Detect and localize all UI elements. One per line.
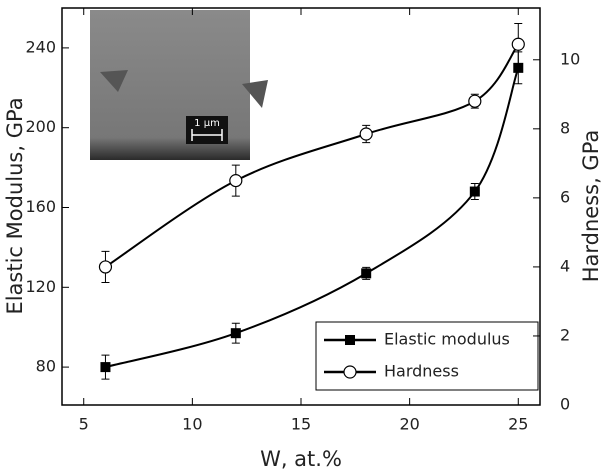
y2-tick-label: 8 — [560, 118, 570, 137]
y-tick-label: 160 — [25, 197, 56, 216]
x-tick-label: 10 — [182, 415, 202, 434]
y2-tick-label: 10 — [560, 49, 580, 68]
x-axis-label: W, at.% — [260, 447, 342, 471]
data-point — [100, 362, 111, 373]
y-tick-label: 80 — [36, 357, 56, 376]
data-point — [361, 268, 372, 279]
y2-axis-label: Hardness, GPa — [579, 130, 603, 283]
y2-tick-label: 6 — [560, 187, 570, 206]
x-tick-label: 25 — [508, 415, 528, 434]
data-point — [230, 328, 241, 339]
data-point — [468, 94, 482, 108]
data-point — [469, 186, 480, 197]
y2-tick-label: 4 — [560, 256, 570, 275]
y-tick-label: 200 — [25, 117, 56, 136]
data-point — [513, 62, 524, 73]
x-tick-label: 15 — [291, 415, 311, 434]
inset-image: 1 µm — [90, 10, 268, 160]
legend-label: Elastic modulus — [384, 330, 510, 349]
x-tick-label: 20 — [399, 415, 419, 434]
data-point — [98, 260, 113, 274]
legend-label: Hardness — [384, 362, 459, 381]
legend-marker — [345, 335, 355, 345]
y-tick-label: 120 — [25, 277, 56, 296]
data-point — [229, 174, 243, 188]
inset-scale-label: 1 µm — [194, 118, 220, 129]
data-point — [359, 127, 373, 141]
y-axis-label: Elastic Modulus, GPa — [3, 97, 27, 314]
y2-tick-label: 0 — [560, 395, 570, 414]
series-line — [104, 43, 520, 268]
x-tick-label: 5 — [79, 415, 89, 434]
y2-tick-label: 2 — [560, 325, 570, 344]
data-point — [511, 37, 525, 51]
legend — [315, 321, 539, 391]
y-tick-label: 240 — [25, 37, 56, 56]
legend-marker — [343, 365, 357, 379]
